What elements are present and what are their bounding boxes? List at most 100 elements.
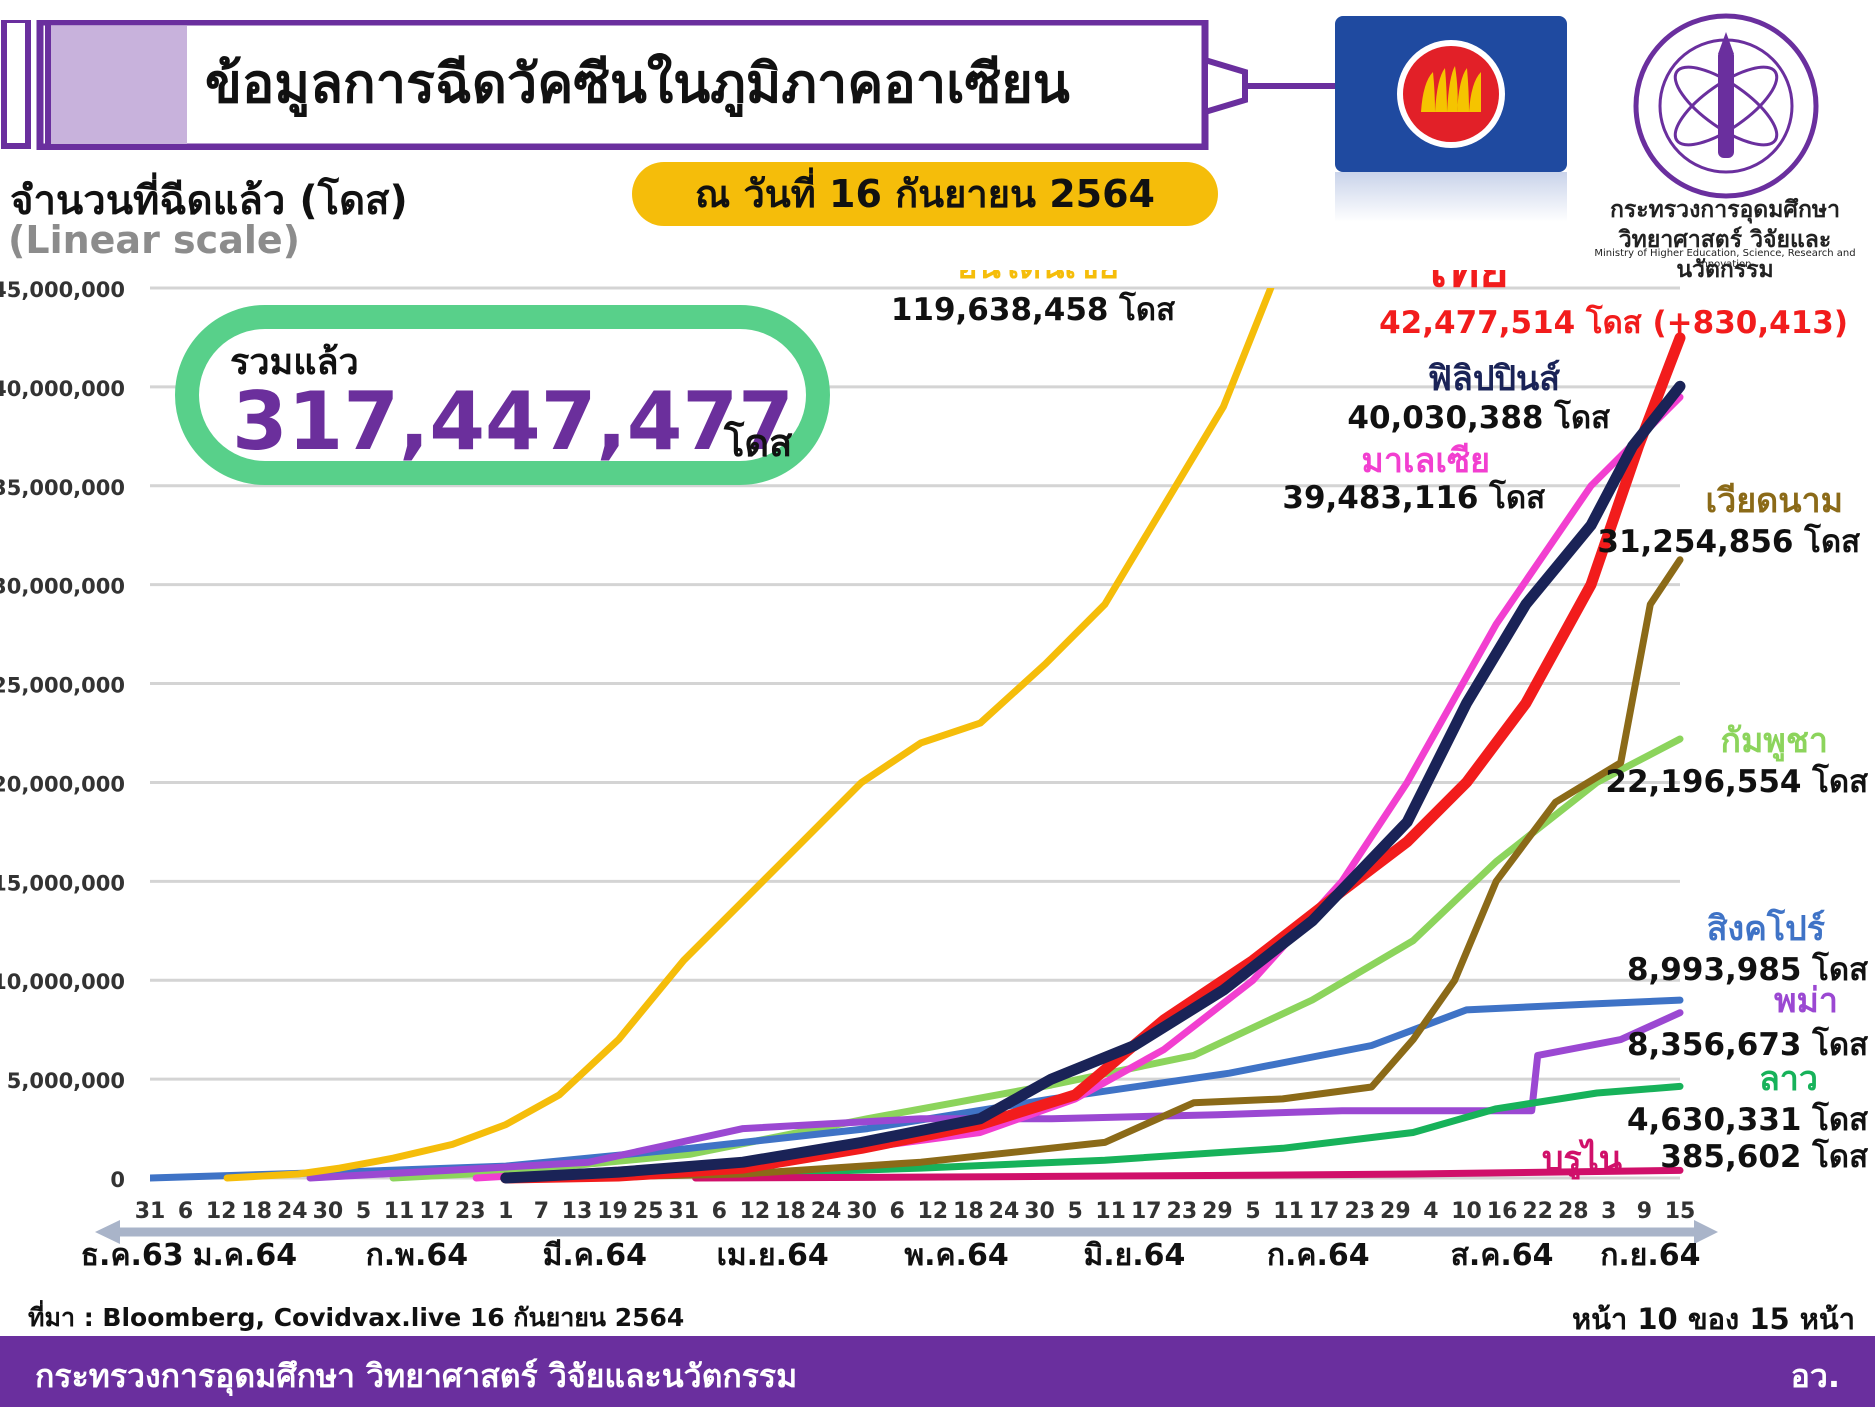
series-value-label: 4,630,331 โดส xyxy=(1627,1101,1868,1138)
x-tick-label: 5 xyxy=(356,1199,371,1224)
page-indicator: หน้า 10 ของ 15 หน้า xyxy=(1572,1302,1855,1336)
series-line xyxy=(543,556,1684,1182)
series-line xyxy=(223,288,1275,1182)
series-value-label: 40,030,388 โดส xyxy=(1347,399,1610,436)
y-tick-label: 20,000,000 xyxy=(0,772,125,796)
month-label: ส.ค.64 xyxy=(1451,1238,1554,1273)
x-tick-label: 31 xyxy=(668,1199,699,1224)
x-tick-label: 12 xyxy=(917,1199,948,1224)
flag-reflection xyxy=(1335,172,1567,222)
x-tick-label: 31 xyxy=(135,1199,166,1224)
x-tick-label: 23 xyxy=(1344,1199,1375,1224)
y-tick-label: 10,000,000 xyxy=(0,970,125,994)
x-tick-label: 30 xyxy=(313,1199,344,1224)
series-name-label: สิงคโปร์ xyxy=(1707,908,1826,949)
series-value-label: 22,196,554 โดส xyxy=(1605,763,1868,800)
series-line xyxy=(692,1166,1684,1182)
x-tick-label: 24 xyxy=(277,1199,308,1224)
y-tick-label: 25,000,000 xyxy=(0,674,125,698)
source-note: ที่มา : Bloomberg, Covidvax.live 16 กันย… xyxy=(28,1303,685,1332)
syringe-needle-graphic xyxy=(1205,56,1340,116)
x-tick-label: 7 xyxy=(534,1199,549,1224)
x-tick-label: 18 xyxy=(775,1199,806,1224)
y-tick-label: 45,000,000 xyxy=(0,278,125,302)
asean-flag-icon xyxy=(1335,16,1567,172)
ministry-name-en: Ministry of Higher Education, Science, R… xyxy=(1594,248,1856,270)
y-tick-label: 5,000,000 xyxy=(7,1069,125,1093)
x-tick-label: 12 xyxy=(206,1199,237,1224)
x-tick-label: 25 xyxy=(633,1199,664,1224)
month-label: ก.ค.64 xyxy=(1267,1238,1370,1273)
y-axis-title: จำนวนที่ฉีดแล้ว (โดส) xyxy=(10,178,408,224)
x-tick-label: 5 xyxy=(1245,1199,1260,1224)
page-title: ข้อมูลการฉีดวัคซีนในภูมิภาคอาเซียน xyxy=(205,52,1070,115)
footer-abbrev: อว. xyxy=(1790,1357,1840,1395)
x-tick-label: 30 xyxy=(846,1199,877,1224)
x-tick-label: 12 xyxy=(740,1199,771,1224)
total-value: 317,447,477 xyxy=(232,375,794,468)
footer-ministry: กระทรวงการอุดมศึกษา วิทยาศาสตร์ วิจัยและ… xyxy=(35,1357,798,1395)
x-axis-arrow-right xyxy=(1694,1220,1718,1244)
month-label: มิ.ย.64 xyxy=(1083,1238,1185,1273)
month-label: ม.ค.64 xyxy=(193,1238,297,1273)
series-line xyxy=(306,1009,1684,1182)
series-value-label: 31,254,856 โดส xyxy=(1597,523,1860,560)
x-tick-label: 23 xyxy=(1167,1199,1198,1224)
x-tick-label: 5 xyxy=(1067,1199,1082,1224)
vaccination-line-chart: 0 5,000,000 10,000,000 15,000,000 20,000,000… xyxy=(0,270,1868,1273)
x-tick-label: 3 xyxy=(1601,1199,1616,1224)
total-label: รวมแล้ว xyxy=(230,342,359,383)
x-tick-label: 11 xyxy=(1095,1199,1126,1224)
series-name-label: ลาว xyxy=(1759,1059,1818,1099)
x-tick-label: 24 xyxy=(989,1199,1020,1224)
series-line xyxy=(500,380,1686,1184)
x-tick-label: 10 xyxy=(1451,1199,1482,1224)
x-tick-label: 19 xyxy=(597,1199,628,1224)
x-tick-label: 28 xyxy=(1558,1199,1589,1224)
x-tick-label: 6 xyxy=(890,1199,905,1224)
series-value-label: 119,638,458 โดส xyxy=(891,291,1175,328)
x-tick-label: 13 xyxy=(562,1199,593,1224)
total-doses-box xyxy=(175,305,830,485)
series-name-label: ฟิลิปปินส์ xyxy=(1428,359,1560,399)
x-tick-label: 6 xyxy=(178,1199,193,1224)
x-tick-label: 17 xyxy=(1131,1199,1162,1224)
series-name-label: บรูไน xyxy=(1542,1138,1622,1180)
series-name-label: อินโดนีเซีย xyxy=(957,270,1119,287)
syringe-header-graphic xyxy=(1,20,1209,150)
y-tick-label: 40,000,000 xyxy=(0,377,125,401)
month-label: ก.พ.64 xyxy=(366,1238,468,1273)
x-tick-label: 17 xyxy=(1309,1199,1340,1224)
series-name-label: มาเลเซีย xyxy=(1361,441,1490,481)
x-tick-label: 15 xyxy=(1665,1199,1696,1224)
x-tick-label: 16 xyxy=(1487,1199,1518,1224)
footer-bar: กระทรวงการอุดมศึกษา วิทยาศาสตร์ วิจัยและ… xyxy=(0,1336,1875,1407)
x-tick-label: 4 xyxy=(1423,1199,1438,1224)
x-tick-label: 29 xyxy=(1202,1199,1233,1224)
x-axis-arrow-left xyxy=(95,1220,120,1244)
y-scale-label: (Linear scale) xyxy=(8,218,300,262)
total-unit: โดส xyxy=(724,421,793,465)
x-tick-label: 1 xyxy=(498,1199,513,1224)
month-label: ธ.ค.63 xyxy=(81,1238,184,1273)
ministry-logo xyxy=(1630,10,1822,202)
y-tick-label: 30,000,000 xyxy=(0,575,125,599)
y-tick-label: 15,000,000 xyxy=(0,871,125,895)
x-tick-label: 17 xyxy=(419,1199,450,1224)
series-line xyxy=(150,996,1684,1182)
date-badge: ณ วันที่ 16 กันยายน 2564 xyxy=(632,162,1218,226)
month-label: มี.ค.64 xyxy=(543,1238,647,1273)
x-tick-label: 6 xyxy=(712,1199,727,1224)
series-name-label: เวียดนาม xyxy=(1706,481,1843,521)
series-value-label: 39,483,116 โดส xyxy=(1282,479,1545,516)
x-tick-label: 29 xyxy=(1380,1199,1411,1224)
y-tick-label: 35,000,000 xyxy=(0,476,125,500)
x-tick-label: 11 xyxy=(384,1199,415,1224)
x-tick-label: 24 xyxy=(811,1199,842,1224)
month-label: พ.ค.64 xyxy=(904,1238,1008,1273)
month-label: เม.ย.64 xyxy=(717,1238,829,1273)
x-tick-label: 9 xyxy=(1637,1199,1652,1224)
x-tick-label: 18 xyxy=(241,1199,272,1224)
x-tick-label: 22 xyxy=(1522,1199,1553,1224)
series-value-label: 8,356,673 โดส xyxy=(1627,1026,1868,1063)
